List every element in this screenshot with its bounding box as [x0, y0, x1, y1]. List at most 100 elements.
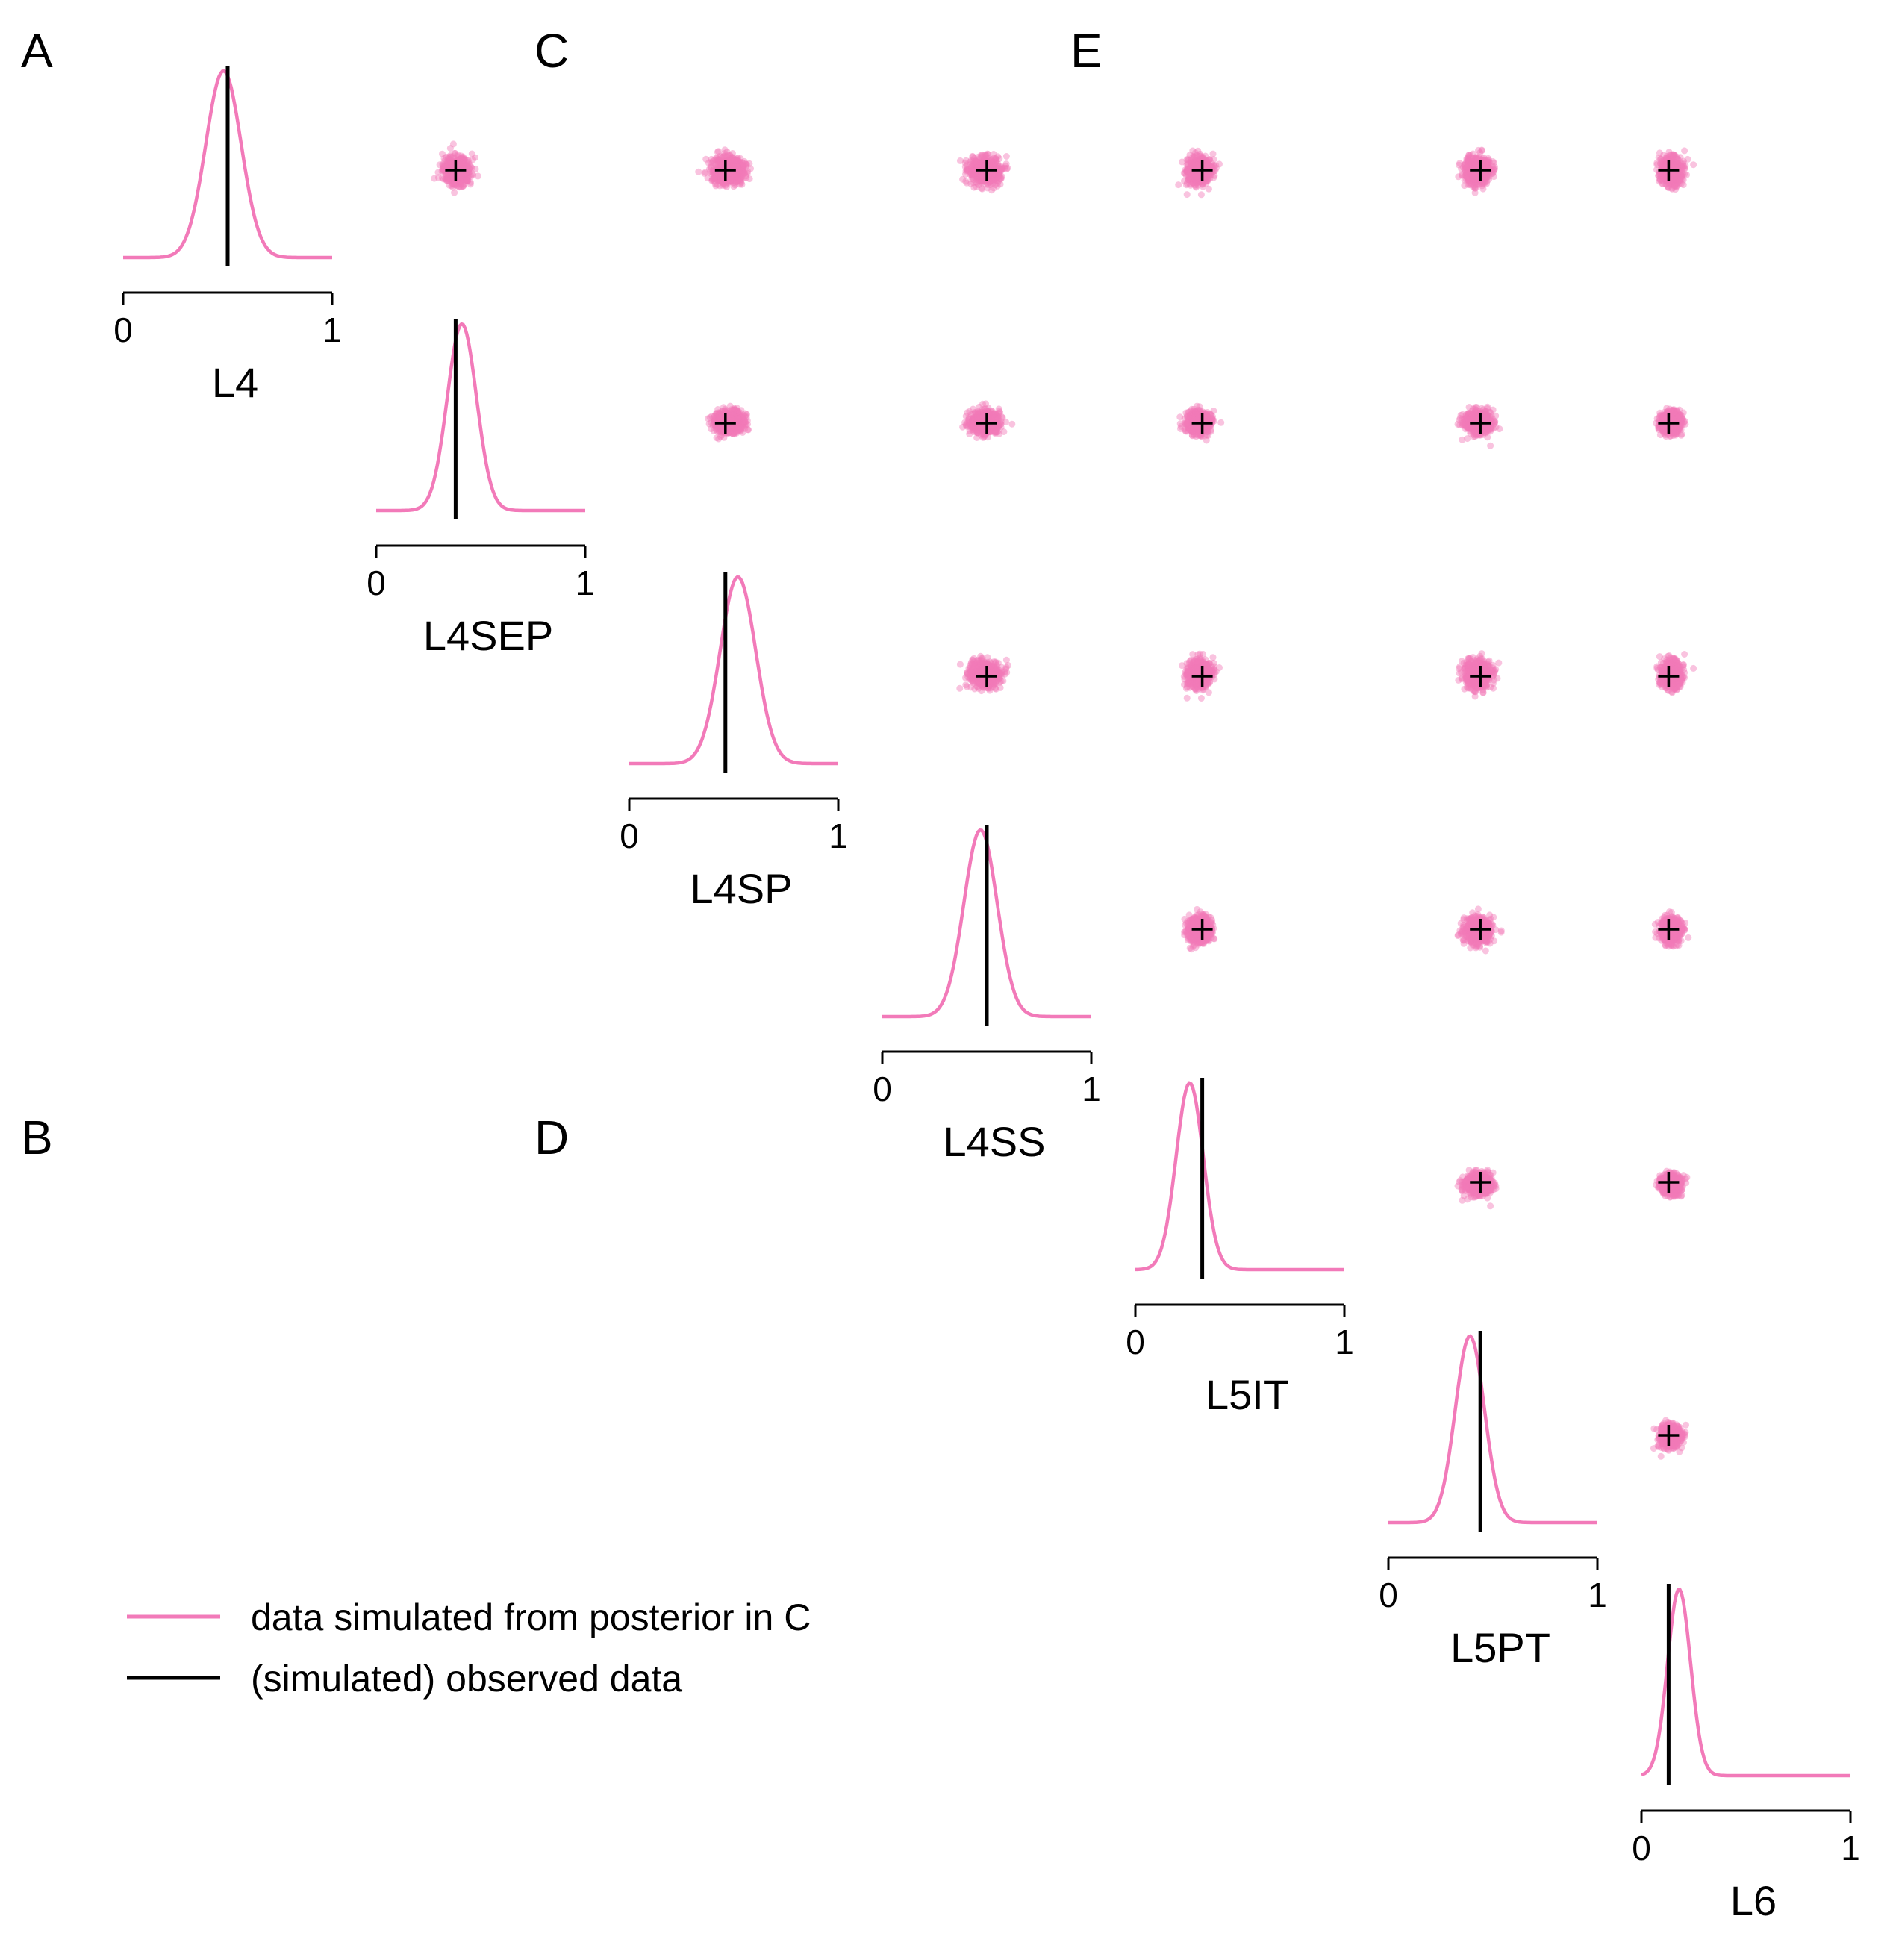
scatter-point [461, 160, 468, 168]
scatter-point [461, 169, 469, 177]
scatter-point [456, 161, 463, 169]
scatter-point [464, 177, 471, 184]
scatter-point [447, 159, 455, 166]
scatter-point [443, 162, 451, 169]
scatter-point [431, 175, 438, 182]
scatter-point [465, 159, 473, 166]
scatter-point [464, 177, 470, 184]
scatter-point [1678, 167, 1685, 175]
scatter-point [1473, 155, 1480, 163]
scatter-l4-l5it [1175, 147, 1223, 199]
scatter-point [460, 162, 467, 169]
scatter-point [438, 174, 446, 181]
scatter-point [456, 172, 464, 179]
panel-letter-b: B [21, 1111, 53, 1164]
panel-letter-d: D [534, 1111, 569, 1164]
scatter-point [446, 158, 453, 166]
scatter-point [458, 175, 465, 182]
scatter-point [456, 174, 464, 181]
scatter-point [990, 426, 997, 434]
scatter-point [461, 173, 468, 181]
scatter-point [456, 160, 464, 168]
scatter-point [1175, 181, 1182, 189]
scatter-point [962, 421, 970, 428]
scatter-point [455, 172, 463, 179]
scatter-point [464, 177, 472, 184]
density-curve-l4sep [376, 322, 585, 513]
scatter-point [1002, 153, 1010, 160]
scatter-point [461, 163, 468, 170]
scatter-point [987, 415, 994, 422]
scatter-point [723, 183, 730, 190]
scatter-point [460, 171, 467, 178]
scatter-point [458, 152, 465, 160]
scatter-point [984, 150, 991, 157]
scatter-point [466, 166, 473, 173]
scatter-point [463, 177, 470, 184]
scatter-point [464, 174, 472, 181]
scatter-point [974, 423, 981, 431]
scatter-point [466, 161, 473, 169]
scatter-point [746, 175, 753, 183]
scatter-point [439, 161, 446, 169]
scatter-point [468, 150, 475, 157]
scatter-point [967, 157, 975, 164]
scatter-point [447, 172, 455, 180]
scatter-point [457, 157, 464, 165]
scatter-point [460, 153, 467, 160]
scatter-point [458, 172, 466, 180]
scatter-point [443, 157, 451, 165]
scatter-point [446, 152, 454, 159]
scatter-point [1671, 182, 1679, 190]
scatter-point [446, 162, 453, 169]
scatter-point [441, 157, 449, 164]
scatter-point [1656, 176, 1664, 184]
scatter-l4-l4ss [956, 150, 1011, 194]
scatter-point [1217, 419, 1225, 426]
scatter-point [458, 172, 465, 179]
scatter-point [467, 172, 475, 180]
axis-label-l4: L4 [212, 359, 258, 406]
scatter-point [717, 413, 725, 420]
scatter-point [472, 165, 479, 172]
scatter-point [461, 170, 468, 178]
scatter-point [449, 172, 456, 180]
scatter-point [458, 170, 466, 178]
panel-letter-c: C [534, 24, 569, 78]
scatter-point [434, 174, 442, 181]
scatter-point [465, 166, 473, 174]
scatter-point [716, 182, 723, 190]
scatter-point [1483, 178, 1491, 185]
scatter-point [459, 158, 467, 166]
scatter-point [1192, 152, 1200, 160]
scatter-point [467, 163, 475, 171]
axis-label-l4sep: L4SEP [423, 612, 553, 659]
scatter-point [1663, 181, 1670, 188]
scatter-point [1209, 150, 1217, 157]
scatter-point [740, 157, 748, 165]
scatter-point [443, 162, 451, 169]
scatter-point [440, 163, 447, 169]
scatter-point [461, 163, 468, 171]
scatter-point [461, 171, 468, 178]
scatter-point [956, 157, 964, 164]
scatter-point [459, 175, 467, 183]
panel-letter-e: E [1070, 24, 1103, 78]
scatter-point [463, 173, 470, 181]
scatter-point [970, 176, 977, 184]
scatter-point [738, 413, 746, 420]
scatter-point [455, 172, 463, 180]
scatter-point [451, 181, 458, 188]
scatter-point [462, 161, 470, 169]
scatter-point [443, 175, 451, 181]
scatter-point [1204, 177, 1211, 184]
scatter-point [455, 173, 463, 180]
scatter-point [457, 161, 464, 169]
scatter-point [724, 152, 732, 159]
scatter-point [1467, 181, 1474, 189]
scatter-point [449, 172, 456, 180]
scatter-point [1679, 175, 1686, 182]
scatter-point [747, 165, 754, 172]
scatter-point [455, 172, 463, 179]
scatter-point [716, 153, 723, 160]
